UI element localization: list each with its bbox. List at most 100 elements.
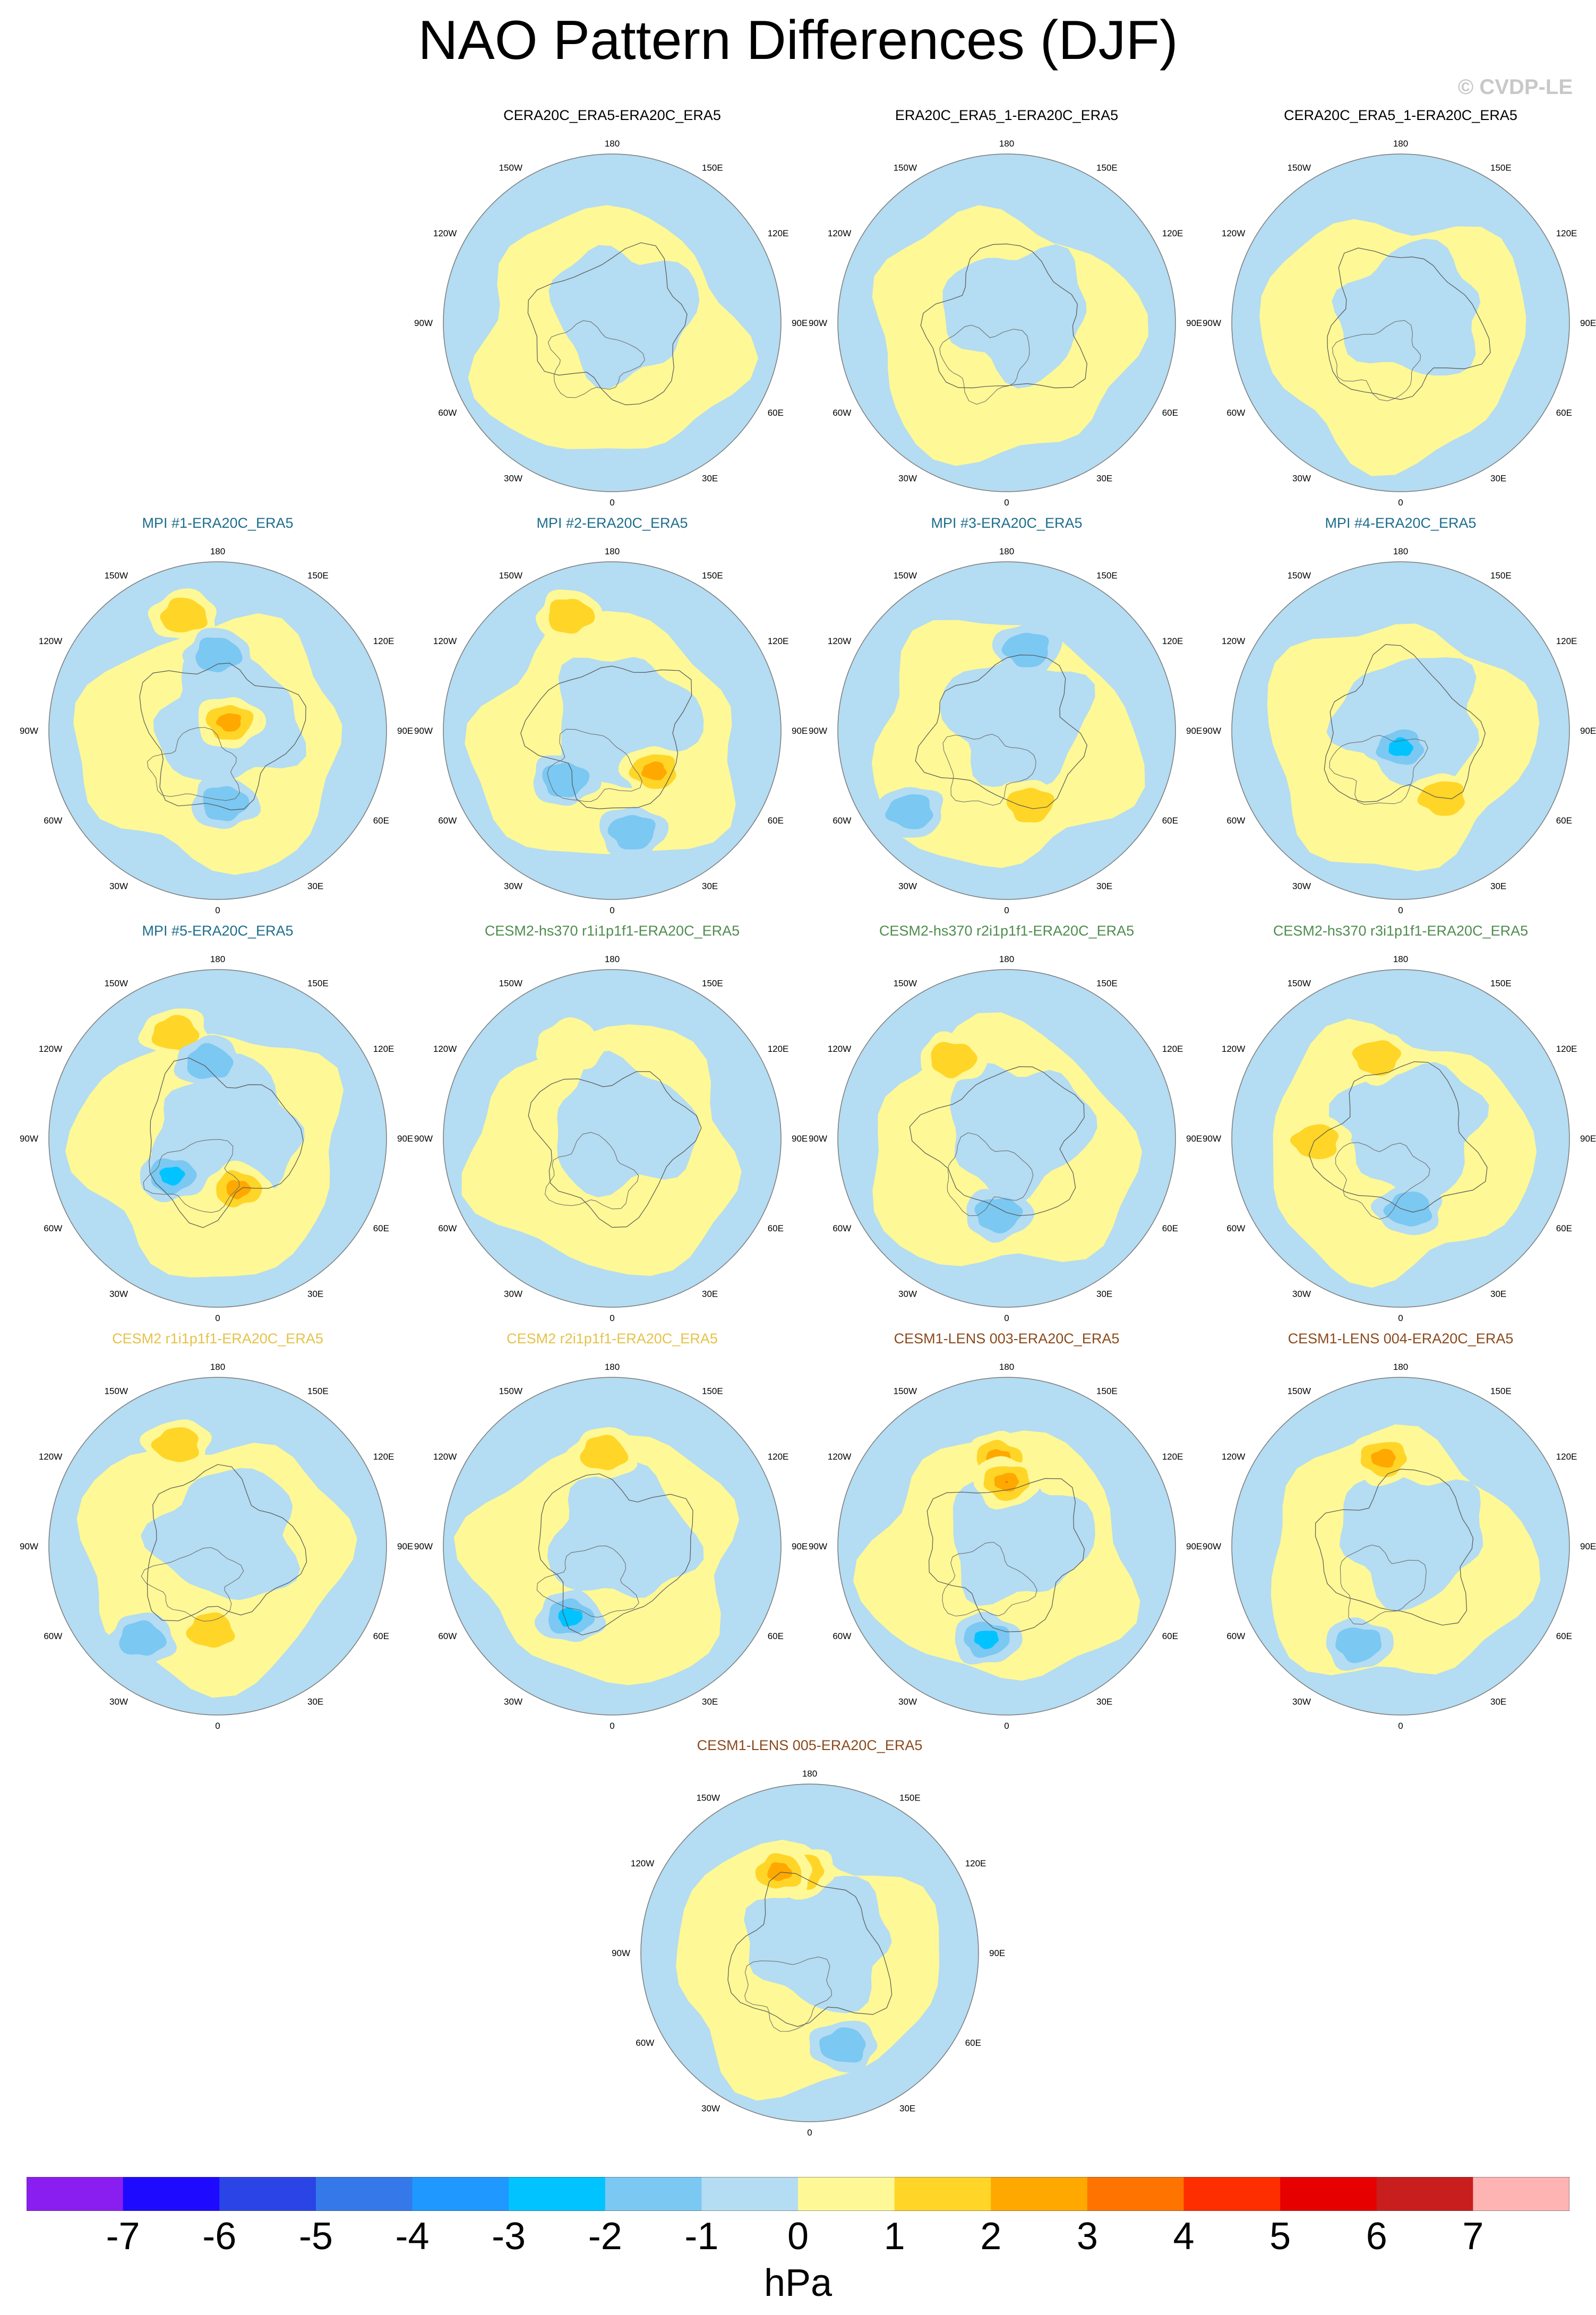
colorbar-tick-label: -6 xyxy=(202,2215,237,2258)
polar-map: 180 150E 120E 90E 60E 30E 0 30W 90W 60W 120W 150W xyxy=(414,1362,808,1731)
page-title: NAO Pattern Differences (DJF) xyxy=(418,10,1178,71)
map-panel: CERA20C_ERA5_1-ERA20C_ERA5 180 150E 120E 90E… xyxy=(1203,106,1596,515)
field-negative-region xyxy=(547,1462,704,1598)
grid-label: 0 xyxy=(1398,498,1403,508)
grid-label: 150E xyxy=(1096,1386,1118,1396)
grid-label: 30W xyxy=(898,881,917,891)
grid-label: 120E xyxy=(768,636,789,646)
anomaly-contour xyxy=(1335,1627,1382,1664)
colorbar-tick-label: 0 xyxy=(787,2215,809,2258)
polar-map: 180 150E 120E 90E 60E 30E 0 30W 90W 60W 120W 150W xyxy=(809,139,1202,508)
grid-label: 90W xyxy=(414,318,433,328)
grid-label: 90E xyxy=(792,318,808,328)
map-boundary xyxy=(837,1377,1176,1716)
grid-label: 30W xyxy=(1292,881,1311,891)
map-panel: MPI #4-ERA20C_ERA5 180 150E 120E 90E 60E 30E 0 3… xyxy=(1203,514,1596,923)
grid-label: 30E xyxy=(702,474,718,484)
grid-label: 120E xyxy=(1556,1044,1577,1054)
map-boundary xyxy=(640,1784,979,2122)
colorbar-tick-label: -1 xyxy=(684,2215,719,2258)
colorbar-tick-label: -4 xyxy=(395,2215,430,2258)
grid-label: 90E xyxy=(1186,1134,1202,1144)
colorbar-tick-label: -7 xyxy=(106,2215,140,2258)
coastline xyxy=(141,1547,244,1622)
coastline xyxy=(147,727,241,801)
colorbar-swatch xyxy=(509,2177,606,2211)
grid-label: 0 xyxy=(807,2128,812,2138)
grid-label: 0 xyxy=(1398,1721,1403,1731)
grid-label: 120W xyxy=(828,228,851,238)
grid-label: 150E xyxy=(899,1793,921,1803)
colorbar-tick-label: 5 xyxy=(1269,2215,1291,2258)
panel-title: CESM2-hs370 r2i1p1f1-ERA20C_ERA5 xyxy=(879,923,1135,939)
anomaly-contour xyxy=(885,794,933,829)
anomaly-contour xyxy=(641,761,667,781)
grid-label: 150W xyxy=(1288,162,1311,173)
grid-label: 0 xyxy=(1398,905,1403,915)
grid-label: 60W xyxy=(833,816,851,826)
polar-map: 180 150E 120E 90E 60E 30E 0 30W 90W 60W 120W 150W xyxy=(414,546,808,915)
map-boundary xyxy=(837,561,1176,900)
grid-label: 120W xyxy=(828,636,851,646)
coastline xyxy=(536,1545,639,1618)
grid-label: 90E xyxy=(1580,318,1596,328)
anomaly-contour xyxy=(1005,1481,1008,1483)
grid-label: 120W xyxy=(631,1858,654,1868)
grid-label: 150E xyxy=(702,162,723,173)
panel-title: CERA20C_ERA5_1-ERA20C_ERA5 xyxy=(1284,107,1517,123)
grid-label: 90E xyxy=(792,1541,808,1551)
grid-label: 60E xyxy=(1556,816,1572,826)
grid-label: 30E xyxy=(1096,1697,1112,1707)
anomaly-contour xyxy=(974,1631,999,1649)
colorbar-units: hPa xyxy=(763,2262,833,2304)
grid-label: 120E xyxy=(373,636,394,646)
grid-label: 30E xyxy=(702,881,718,891)
polar-map: 180 150E 120E 90E 60E 30E 0 30W 90W 60W 120W 150W xyxy=(809,546,1202,915)
colorbar-swatch xyxy=(315,2177,413,2211)
coastline xyxy=(744,1957,832,2032)
grid-label: 180 xyxy=(605,139,620,149)
grid-label: 150E xyxy=(702,978,723,988)
grid-label: 90E xyxy=(397,1541,413,1551)
panel-title: ERA20C_ERA5_1-ERA20C_ERA5 xyxy=(895,107,1119,123)
grid-label: 90W xyxy=(809,1134,827,1144)
panel-title: CESM1-LENS 005-ERA20C_ERA5 xyxy=(697,1737,923,1753)
coastline xyxy=(920,243,1087,389)
anomaly-contour xyxy=(1352,1040,1401,1076)
panel-title: MPI #5-ERA20C_ERA5 xyxy=(142,923,294,939)
grid-label: 0 xyxy=(610,905,614,915)
grid-label: 150E xyxy=(1096,162,1118,173)
grid-label: 60E xyxy=(373,816,389,826)
map-panel: CESM1-LENS 005-ERA20C_ERA5 180 150E 120E 90E… xyxy=(612,1736,1006,2145)
grid-label: 90E xyxy=(792,726,808,736)
grid-label: 150W xyxy=(105,1386,128,1396)
coastline xyxy=(1332,320,1421,401)
colorbar-swatch xyxy=(1087,2177,1185,2211)
coastline xyxy=(538,1473,693,1636)
coastline xyxy=(547,728,642,802)
grid-label: 60E xyxy=(373,1223,389,1233)
grid-label: 0 xyxy=(215,1721,220,1731)
grid-label: 150E xyxy=(307,570,329,580)
grid-label: 90E xyxy=(1580,726,1596,736)
grid-label: 0 xyxy=(1398,1313,1403,1323)
grid-label: 90W xyxy=(20,1541,38,1551)
colorbar-swatch xyxy=(1473,2177,1569,2211)
grid-label: 120W xyxy=(39,636,62,646)
coastline xyxy=(947,1132,1034,1216)
grid-label: 150W xyxy=(105,570,128,580)
grid-label: 150E xyxy=(702,1386,723,1396)
grid-label: 90E xyxy=(397,726,413,736)
grid-label: 60W xyxy=(438,816,457,826)
field-negative-region xyxy=(1329,1062,1489,1201)
grid-label: 0 xyxy=(610,1313,614,1323)
anomaly-contour xyxy=(580,1435,629,1470)
grid-label: 30E xyxy=(1096,474,1112,484)
grid-label: 150E xyxy=(702,570,723,580)
polar-map: 180 150E 120E 90E 60E 30E 0 30W 90W 60W 120W 150W xyxy=(809,954,1202,1323)
panel-title: CESM2 r1i1p1f1-ERA20C_ERA5 xyxy=(112,1331,323,1347)
grid-label: 180 xyxy=(1393,546,1408,556)
grid-label: 150E xyxy=(1490,1386,1512,1396)
map-boundary xyxy=(837,153,1176,492)
grid-label: 30W xyxy=(504,881,522,891)
